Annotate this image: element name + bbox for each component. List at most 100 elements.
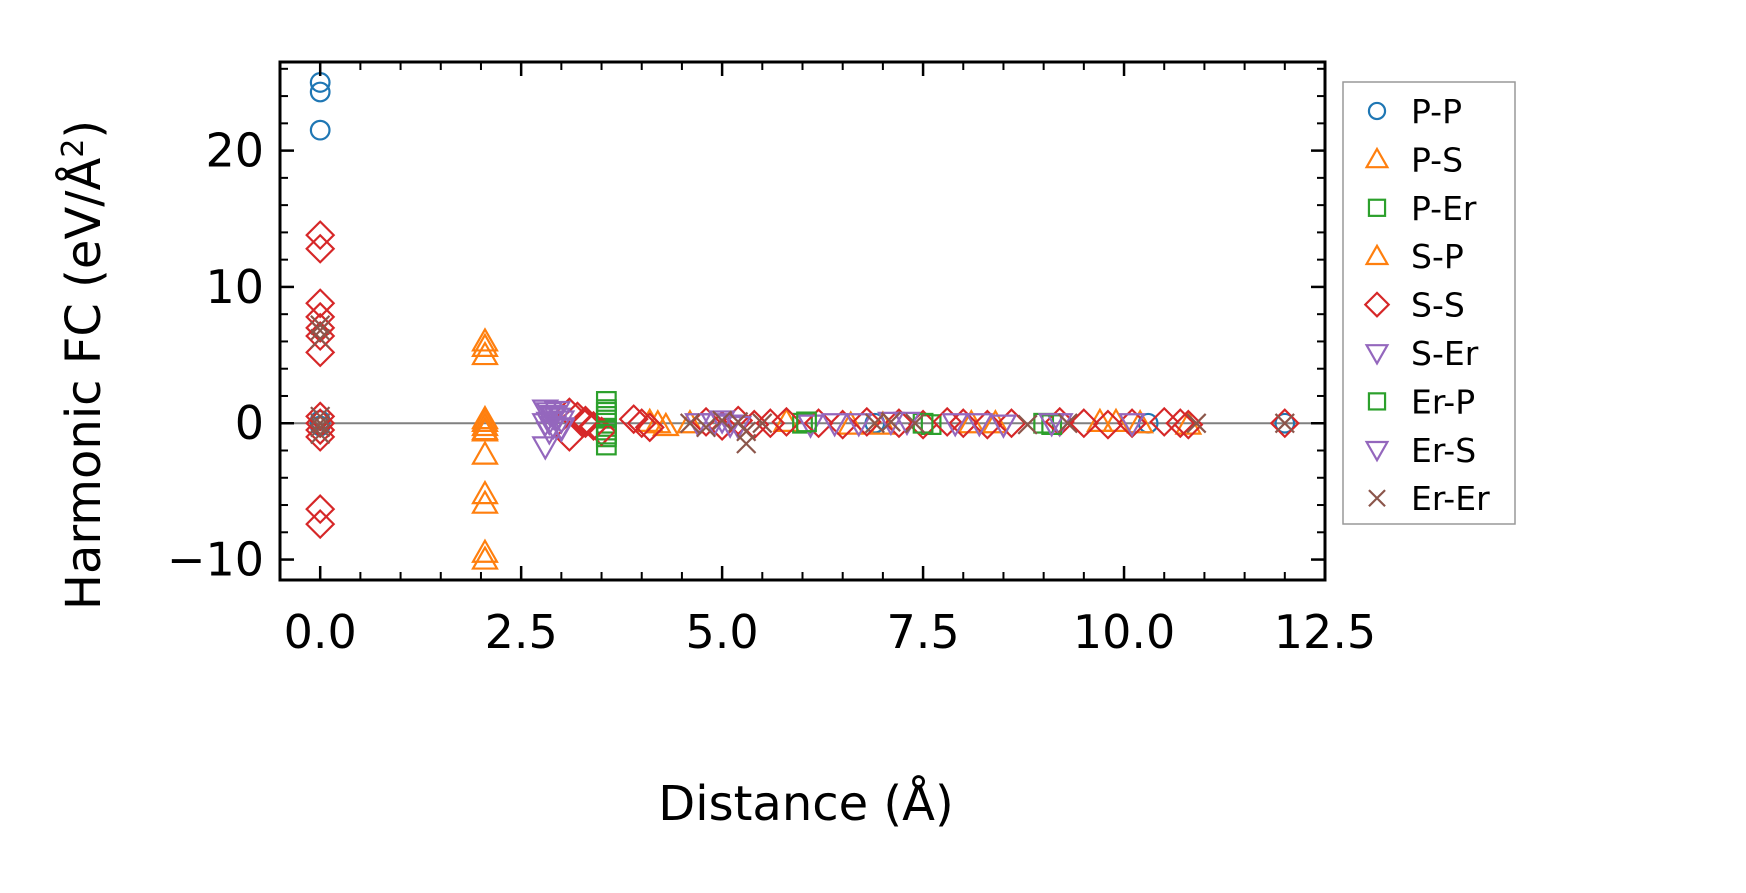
point-s-p-6p6-m0p1	[836, 410, 865, 435]
point-s-s-7p2-0	[883, 408, 915, 439]
point-p-er-6-0	[792, 412, 813, 434]
x-tick-label: 5.0	[686, 605, 759, 659]
point-er-s-6p7-0	[844, 413, 873, 438]
x-tick-label: 12.5	[1274, 605, 1376, 659]
point-er-er-7p1-0p1	[880, 411, 902, 432]
point-er-s-2p85-0p1	[535, 411, 564, 437]
point-p-s-2p05-5p6	[471, 332, 499, 357]
point-er-er-5p5-0	[752, 413, 773, 434]
point-p-s-8p4-0	[981, 409, 1010, 434]
legend-marker-p-s	[1364, 146, 1390, 169]
legend-label: S-S	[1411, 286, 1465, 325]
point-s-s-3p3-0p2	[570, 405, 601, 436]
legend-label: Er-Er	[1411, 479, 1490, 518]
point-s-s-10p7-0	[1165, 408, 1196, 439]
series-er-s	[535, 406, 1066, 442]
point-p-s-4p6-0	[676, 409, 704, 434]
point-s-s-0-8p8	[305, 288, 336, 319]
legend-item-p-s: P-S	[1364, 140, 1463, 179]
point-s-er-8p5-m0p1	[989, 414, 1018, 439]
point-s-s-6p2-0	[803, 408, 834, 439]
point-s-s-0-7	[305, 312, 336, 343]
point-s-s-10p8-m0p1	[1173, 409, 1204, 440]
point-er-er-4p6-0	[679, 413, 701, 434]
series-p-p	[309, 72, 1296, 437]
point-s-s-4p1-m0p3	[634, 412, 665, 443]
legend-marker-s-p	[1364, 243, 1390, 266]
point-p-s-2p05-m2p3	[471, 440, 499, 465]
point-p-s-2p05-m10	[471, 545, 499, 570]
point-er-er-12-0	[1274, 413, 1295, 434]
point-p-p-0-21p5	[309, 119, 331, 141]
legend-item-p-p: P-P	[1367, 92, 1462, 131]
point-p-p-12-0	[1274, 412, 1296, 434]
point-p-s-2p05-m5p9	[471, 489, 499, 514]
point-s-s-4-0	[626, 408, 657, 439]
legend-label: P-P	[1411, 92, 1462, 131]
legend-item-p-er: P-Er	[1367, 189, 1477, 228]
x-tick-label: 0.0	[284, 605, 357, 659]
point-s-s-8-0	[948, 408, 979, 439]
y-tick-label: 20	[205, 124, 264, 178]
point-s-s-3p3-0	[570, 408, 601, 439]
series-er-er	[310, 315, 1295, 454]
point-er-s-3-m0p3	[547, 417, 576, 442]
point-s-s-0-13p8	[305, 220, 336, 251]
point-s-s-6p5-m0p1	[827, 409, 858, 440]
point-s-s-3p9-0p3	[618, 404, 649, 435]
point-s-p-2p05-0p1	[471, 407, 499, 432]
point-p-s-10p2-0	[1126, 409, 1155, 434]
point-s-s-5p8-0p1	[771, 406, 802, 437]
point-er-er-5-0p2	[712, 410, 733, 431]
legend-marker-er-s	[1364, 440, 1390, 463]
point-er-er-0-m0p8	[310, 424, 331, 445]
point-s-s-0-m6p3	[305, 494, 336, 525]
legend-item-s-s: S-S	[1363, 286, 1465, 325]
legend: P-P P-S P-Er S-P S-S S-Er Er-P Er-S Er-Er	[1342, 81, 1516, 525]
legend-label: P-S	[1411, 140, 1463, 179]
point-er-s-9p1-0	[1037, 413, 1066, 438]
x-tick-label: 10.0	[1073, 605, 1175, 659]
legend-label: S-Er	[1411, 334, 1479, 373]
point-er-er-9p3-0	[1057, 413, 1078, 434]
point-s-er-2p8-m1p7	[531, 436, 560, 461]
point-er-er-0-6p8	[310, 320, 331, 341]
point-s-s-6p8-0p1	[851, 406, 882, 437]
point-p-er-7p6-m0p1	[920, 414, 942, 435]
legend-marker-er-p	[1367, 392, 1387, 411]
point-er-er-0-m0p3	[310, 417, 331, 438]
point-p-s-2p05-m5p2	[471, 479, 499, 505]
legend-item-s-er: S-Er	[1364, 334, 1479, 373]
point-p-s-2p05-6	[471, 327, 499, 352]
legend-label: S-P	[1411, 237, 1464, 276]
point-s-s-8p3-m0p1	[972, 409, 1003, 440]
point-s-er-7p1-0p1	[877, 411, 905, 437]
point-s-er-10p1-0	[1118, 413, 1146, 438]
point-s-er-6p4-0	[820, 413, 849, 438]
y-axis-label-exponent: 2	[56, 139, 91, 158]
point-s-s-12-0	[1269, 408, 1300, 439]
y-axis-label-close: )	[56, 120, 112, 139]
legend-label: P-Er	[1411, 189, 1477, 228]
y-axis-label-main: Harmonic FC (eV/Å	[55, 158, 112, 611]
point-er-s-5p1-m0p1	[716, 414, 745, 439]
legend-label: Er-P	[1411, 382, 1475, 421]
point-er-er-4p8-m0p3	[695, 417, 717, 438]
point-er-er-7p4-0	[904, 413, 926, 434]
legend-marker-p-p	[1367, 101, 1387, 121]
legend-label: Er-S	[1411, 431, 1476, 470]
point-s-p-2p05-m0p5	[471, 415, 499, 441]
point-s-s-9p5-0	[1068, 408, 1099, 439]
point-er-s-8p2-0	[965, 413, 994, 438]
legend-marker-p-er	[1367, 198, 1387, 217]
point-p-s-2p05-5	[471, 340, 499, 366]
point-er-er-10p9-0	[1186, 413, 1207, 434]
x-tick-label: 2.5	[485, 605, 558, 659]
legend-item-er-er: Er-Er	[1368, 479, 1490, 518]
point-er-p-3p56-0p8	[595, 401, 617, 423]
point-er-er-5p3-m1p5	[736, 433, 757, 454]
point-s-s-0-6p4	[305, 320, 336, 352]
plot-area: 0.0 2.5 5.0 7.5 10.0 12.5 −10 0 10 20	[167, 60, 1376, 659]
point-s-s-0-12p8	[305, 233, 336, 264]
